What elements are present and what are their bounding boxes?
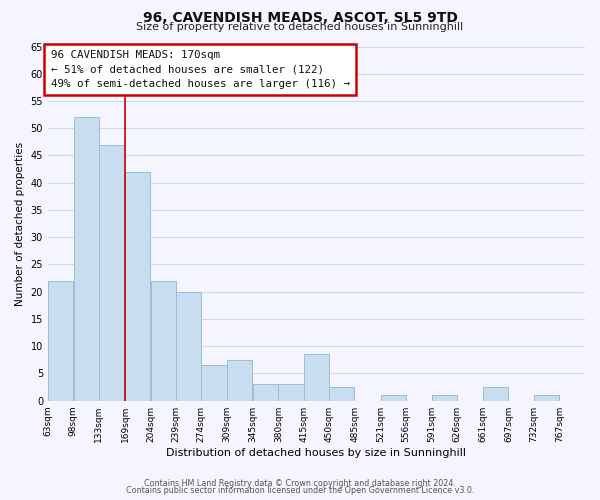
Bar: [253, 384, 278, 400]
Bar: [125, 172, 150, 400]
Bar: [535, 396, 559, 400]
Bar: [202, 366, 227, 400]
Y-axis label: Number of detached properties: Number of detached properties: [15, 142, 25, 306]
Bar: [176, 292, 201, 401]
Bar: [483, 387, 508, 400]
Bar: [99, 144, 124, 400]
Bar: [304, 354, 329, 401]
Text: 96 CAVENDISH MEADS: 170sqm
← 51% of detached houses are smaller (122)
49% of sem: 96 CAVENDISH MEADS: 170sqm ← 51% of deta…: [50, 50, 350, 89]
Bar: [227, 360, 252, 401]
X-axis label: Distribution of detached houses by size in Sunninghill: Distribution of detached houses by size …: [166, 448, 466, 458]
Bar: [278, 384, 304, 400]
Text: Contains HM Land Registry data © Crown copyright and database right 2024.: Contains HM Land Registry data © Crown c…: [144, 478, 456, 488]
Bar: [432, 396, 457, 400]
Bar: [48, 281, 73, 400]
Bar: [74, 118, 98, 401]
Text: 96, CAVENDISH MEADS, ASCOT, SL5 9TD: 96, CAVENDISH MEADS, ASCOT, SL5 9TD: [143, 11, 457, 25]
Bar: [151, 281, 176, 400]
Text: Contains public sector information licensed under the Open Government Licence v3: Contains public sector information licen…: [126, 486, 474, 495]
Bar: [329, 387, 355, 400]
Text: Size of property relative to detached houses in Sunninghill: Size of property relative to detached ho…: [136, 22, 464, 32]
Bar: [381, 396, 406, 400]
